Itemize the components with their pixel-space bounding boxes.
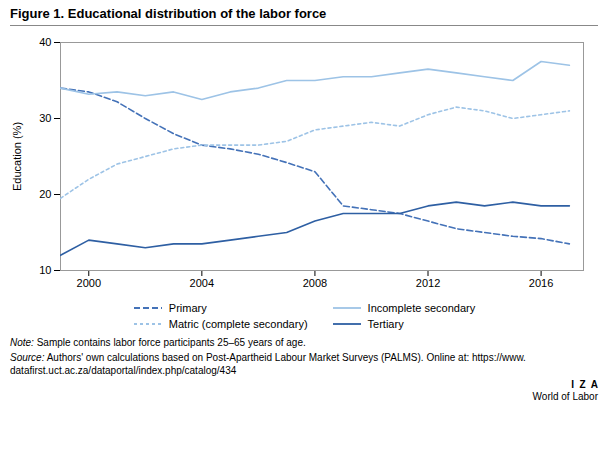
html-text:Note: Sample contains labor fo: Note: Sample contains labor force partic… [10,337,306,348]
html-text:I Z A: I Z A [571,379,598,390]
svg-text:2000: 2000 [77,277,101,289]
html-text:Source: Authors' own calculati: Source: Authors' own calculations based … [10,352,526,376]
svg-text:2016: 2016 [529,277,553,289]
html-text:World of Labor: World of Labor [532,391,598,402]
svg-text:40: 40 [39,36,51,48]
svg-text:20: 20 [39,188,51,200]
html-text:Tertiary: Tertiary [367,318,404,330]
svg-text:2004: 2004 [190,277,214,289]
svg-text:10: 10 [39,264,51,276]
svg-text:2008: 2008 [303,277,327,289]
html-text:Incomplete secondary: Incomplete secondary [367,302,476,314]
svg-text:Education (%): Education (%) [11,122,23,191]
html-text:Matric (complete secondary): Matric (complete secondary) [168,318,308,330]
svg-text:2012: 2012 [416,277,440,289]
html-text:Primary: Primary [168,302,207,314]
svg-text:30: 30 [39,112,51,124]
html-text:Figure 1. Educational distribu: Figure 1. Educational distribution of th… [10,6,327,21]
